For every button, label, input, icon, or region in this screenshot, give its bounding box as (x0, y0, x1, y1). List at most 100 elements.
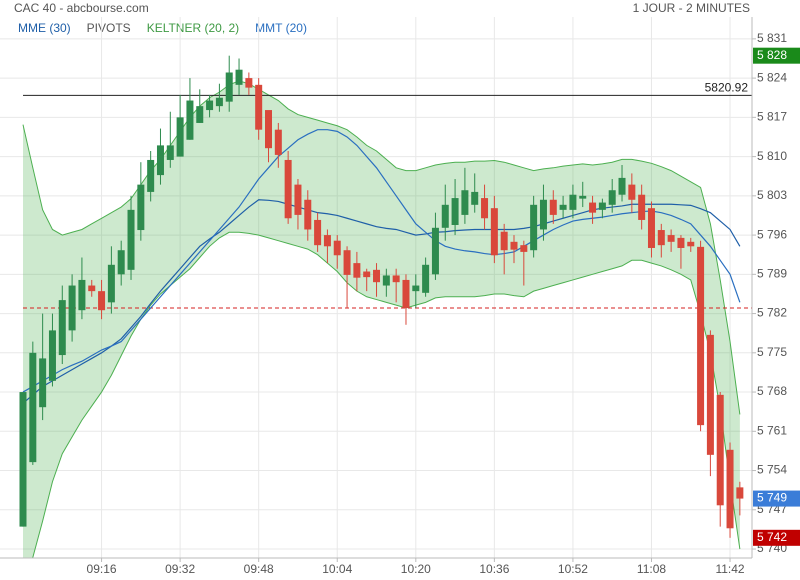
candle-body (117, 250, 125, 275)
candle-body (29, 352, 37, 463)
candle-body (726, 449, 734, 529)
legend-entry: MMT (20) (255, 21, 307, 35)
candle-body (736, 487, 744, 499)
candle-body (628, 184, 636, 200)
candle-body (667, 235, 675, 242)
candle-body (274, 129, 282, 155)
candle-body (598, 202, 606, 210)
candle-body (186, 100, 194, 140)
x-tick-label: 11:08 (637, 562, 666, 576)
y-tick-label: 5 754 (757, 463, 787, 477)
timeframe: 1 JOUR - 2 MINUTES (633, 1, 750, 15)
y-tick-label: 5 810 (757, 149, 787, 163)
legend-entry: PIVOTS (87, 21, 131, 35)
candle-body (638, 194, 646, 220)
candle-body (579, 195, 587, 199)
candle-body (206, 100, 214, 111)
x-tick-label: 10:52 (558, 562, 588, 576)
price-badge-label: 5 828 (757, 48, 787, 62)
candle-body (530, 204, 538, 251)
candle-body (422, 264, 430, 293)
x-tick-label: 11:42 (715, 562, 744, 576)
candle-body (657, 230, 665, 246)
candle-body (215, 97, 223, 107)
candle-body (353, 263, 361, 278)
x-tick-label: 09:16 (87, 562, 117, 576)
candle-body (402, 279, 410, 308)
candle-body (441, 204, 449, 228)
candle-body (431, 227, 439, 275)
moving-average (22, 129, 741, 393)
candle-body (481, 198, 489, 219)
candle-body (294, 184, 302, 215)
legend-entry: KELTNER (20, 2) (147, 21, 239, 35)
legend: MME (30) PIVOTS KELTNER (20, 2) MMT (20) (18, 21, 307, 35)
candle-body (137, 184, 145, 231)
candle-body (39, 358, 47, 408)
keltner-fill (23, 80, 740, 558)
candle-body (608, 190, 616, 205)
candle-body (687, 241, 695, 247)
candle-body (589, 202, 597, 213)
y-tick-label: 5 824 (757, 70, 787, 84)
candle-body (48, 330, 56, 381)
candle-body (304, 199, 312, 230)
y-tick-label: 5 775 (757, 345, 787, 359)
candle-body (245, 78, 253, 88)
candle-body (265, 110, 272, 149)
candle-body (176, 117, 184, 157)
legend-entry: MME (30) (18, 21, 71, 35)
candle-body (520, 245, 528, 252)
price-badge (753, 47, 800, 64)
candle-body (156, 145, 164, 176)
candle-body (255, 84, 263, 130)
candle-body (549, 199, 557, 215)
price-badge (753, 529, 800, 546)
candle-body (107, 264, 115, 303)
candle-body (500, 231, 508, 251)
y-tick-label: 5 782 (757, 306, 787, 320)
y-tick-label: 5 796 (757, 227, 787, 241)
candle-body (284, 159, 292, 219)
y-tick-label: 5 831 (757, 31, 787, 45)
price-badge-label: 5 742 (757, 530, 787, 544)
candle-body (697, 246, 705, 426)
reference-label: 5820.92 (705, 81, 749, 95)
candle-body (127, 209, 135, 270)
candle-body (147, 159, 155, 192)
keltner-upper (22, 80, 741, 415)
candle-body (392, 275, 400, 283)
candle-body (196, 106, 204, 123)
y-tick-label: 5 768 (757, 384, 787, 398)
candle-body (490, 208, 498, 256)
candle-body (68, 285, 76, 331)
x-tick-label: 09:32 (165, 562, 195, 576)
candle-body (706, 334, 714, 455)
x-tick-label: 09:48 (244, 562, 274, 576)
candle-body (323, 235, 331, 247)
candle-body (88, 285, 96, 292)
candle-body (471, 191, 479, 205)
candle-body (510, 241, 518, 250)
candle-body (78, 279, 86, 311)
candle-body (412, 285, 420, 292)
y-tick-label: 5 789 (757, 266, 787, 280)
candle-body (539, 199, 547, 230)
candle-body (363, 271, 371, 278)
candle-body (166, 145, 174, 160)
x-tick-label: 10:04 (322, 562, 352, 576)
price-badge (753, 490, 800, 507)
axis-labels: 5 831 5 824 5 817 5 810 5 803 5 796 5 789 5 782… (87, 31, 800, 576)
candle-body (225, 72, 233, 102)
plot-area: 5820.92 (19, 55, 752, 558)
price-badge-label: 5 749 (757, 491, 787, 505)
candle-body (343, 250, 351, 275)
y-tick-label: 5 817 (757, 110, 787, 124)
candle-body (559, 204, 567, 210)
x-tick-label: 10:20 (401, 562, 431, 576)
candle-body (333, 240, 341, 256)
candle-body (98, 291, 106, 311)
candle-body (569, 194, 577, 210)
candle-body (58, 300, 66, 356)
